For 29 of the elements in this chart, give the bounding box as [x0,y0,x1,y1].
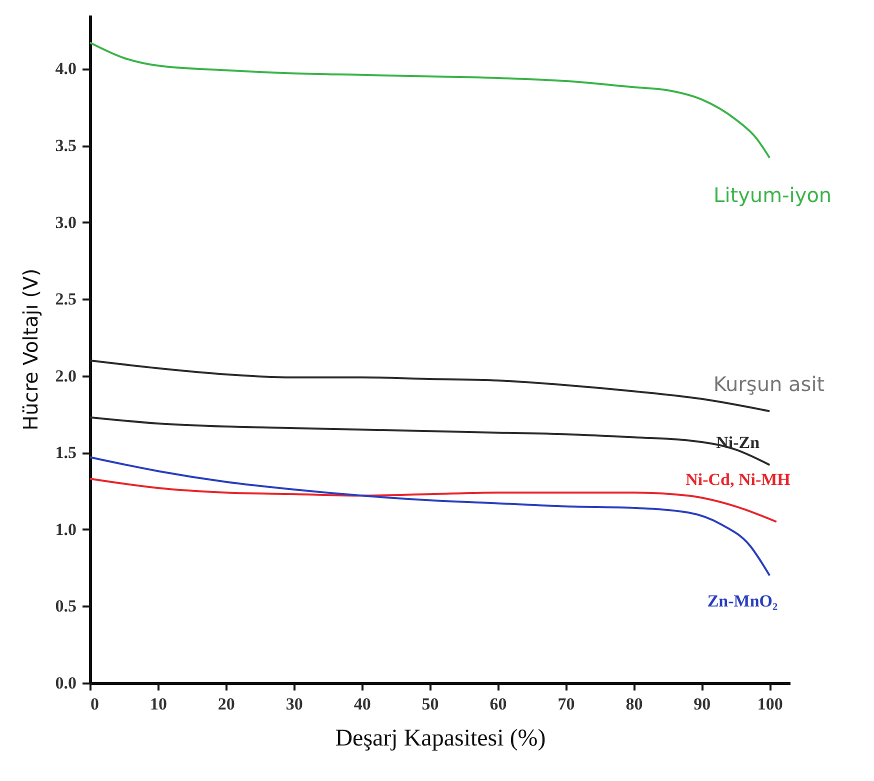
x-tick-label: 40 [354,694,371,714]
x-tick-label: 30 [286,694,303,714]
line-series [89,42,771,159]
y-tick-label: 0.5 [55,596,76,616]
x-tick-label: 90 [694,694,711,714]
x-tick-label: 0 [90,694,99,714]
y-tick-label: 1.5 [55,443,76,462]
y-tick-label: 3.5 [55,136,76,156]
y-tick-label: 1.0 [55,520,76,539]
series-label: Ni-Zn [716,432,760,452]
y-tick-label: 2.0 [55,366,76,386]
x-tick-label: 60 [490,694,507,714]
y-tick-label: 0.0 [55,674,76,692]
y-tick-label: 3.0 [55,212,76,232]
x-tick-label: 100 [757,694,783,714]
line-series [89,416,771,466]
x-tick-label: 80 [626,694,643,714]
series-label: Kurşun asit [713,372,825,396]
x-tick-label: 10 [150,694,167,714]
series-label: Lityum-iyon [714,182,832,207]
y-axis-title: Hücre Voltajı (V) [18,268,42,430]
x-axis-title: Deşarj Kapasitesi (%) [335,726,546,752]
x-tick-label: 50 [422,694,439,714]
series-label: Ni-Cd, Ni-MH [686,470,790,489]
y-tick-label: 4.0 [55,59,76,78]
x-tick-label: 20 [218,694,235,714]
x-tick-label: 70 [558,694,575,714]
y-tick-label: 2.5 [55,290,76,309]
series-label: Zn-MnO₂ [707,592,778,611]
